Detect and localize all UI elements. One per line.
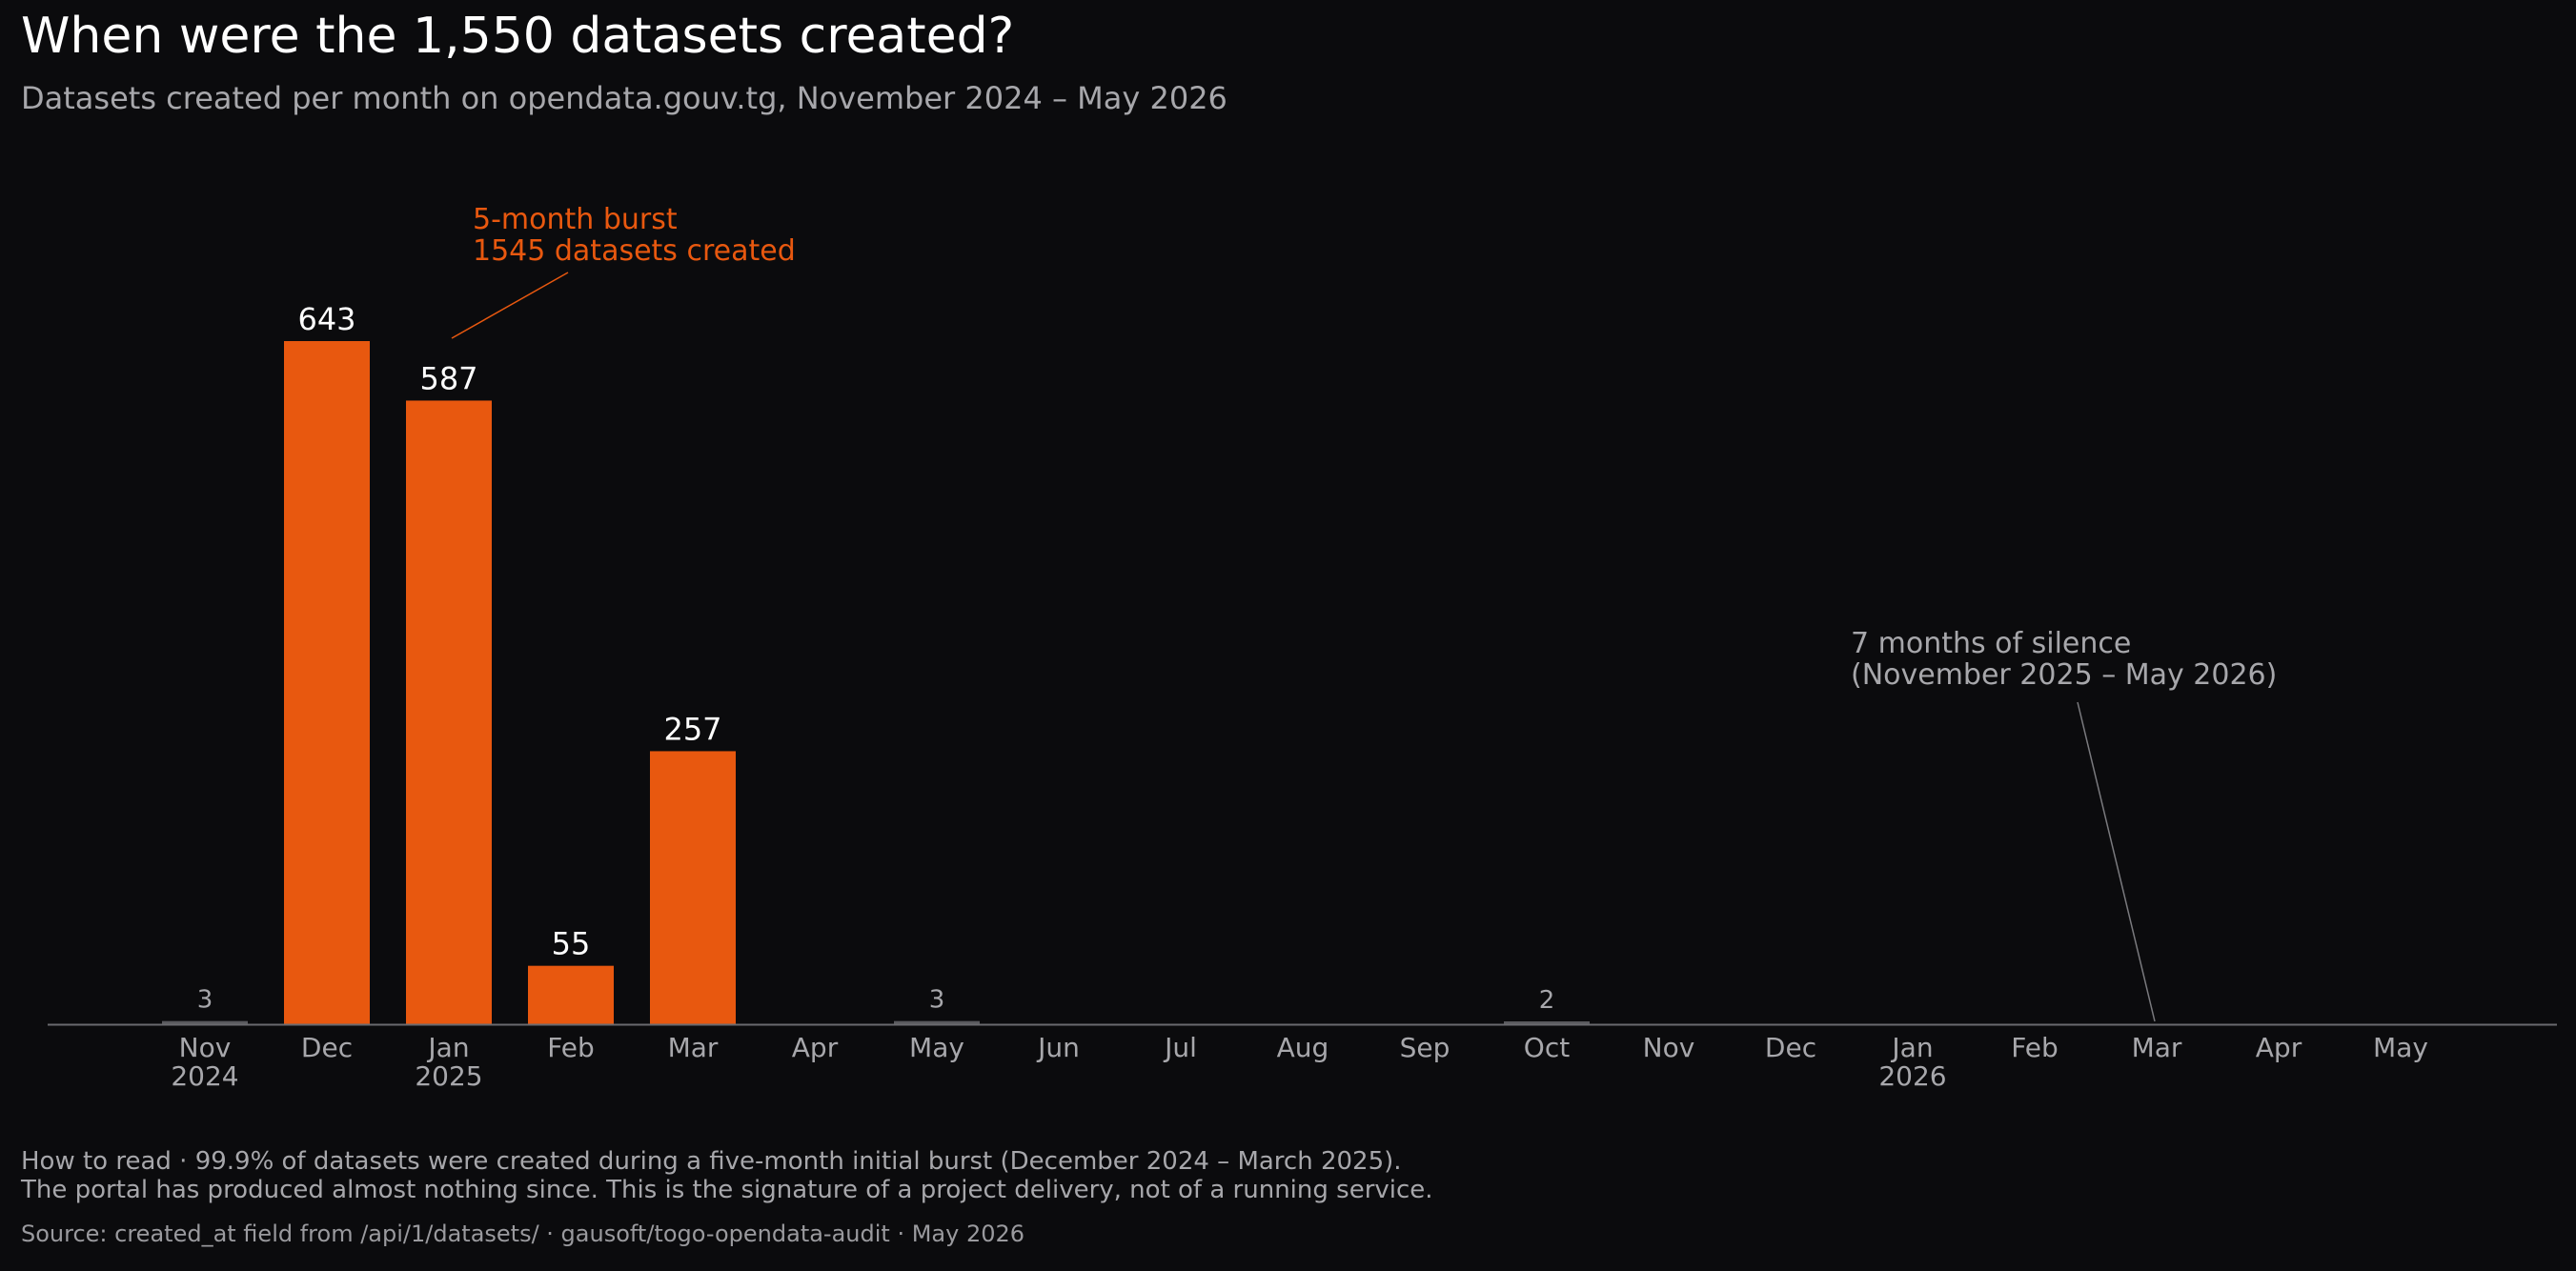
x-tick-label: Feb: [2011, 1032, 2059, 1063]
annotation-silence-text: (November 2025 – May 2026): [1851, 658, 2277, 692]
x-tick-label: Feb: [547, 1032, 595, 1063]
chart-title: When were the 1,550 datasets created?: [21, 8, 1015, 65]
how-to-read-line: How to read · 99.9% of datasets were cre…: [21, 1147, 1402, 1176]
chart-subtitle: Datasets created per month on opendata.g…: [21, 80, 1227, 116]
bar: [894, 1020, 980, 1024]
x-tick-label: Nov: [1643, 1032, 1695, 1063]
x-tick-label: Oct: [1524, 1032, 1570, 1063]
x-tick-label: Jan: [426, 1032, 469, 1063]
x-tick-label: Mar: [668, 1032, 719, 1063]
x-tick-label: 2026: [1878, 1060, 1946, 1092]
x-tick-label: 2024: [171, 1060, 238, 1092]
data-label: 2: [1539, 986, 1555, 1015]
bar: [284, 341, 370, 1024]
data-label: 257: [663, 711, 721, 747]
x-tick-label: Nov: [179, 1032, 232, 1063]
data-label: 587: [419, 360, 477, 396]
x-tick-label: Dec: [301, 1032, 353, 1063]
x-tick-label: Mar: [2132, 1032, 2182, 1063]
annotation-burst-line: [451, 272, 569, 339]
annotation-burst-text: 5-month burst: [473, 203, 678, 236]
x-tick-label: Sep: [1400, 1032, 1450, 1063]
bar: [650, 751, 736, 1024]
bar: [1504, 1021, 1590, 1024]
annotation-silence-line: [2077, 701, 2156, 1022]
data-label: 643: [297, 301, 355, 337]
x-tick-label: Dec: [1765, 1032, 1816, 1063]
how-to-read-line: The portal has produced almost nothing s…: [21, 1176, 1433, 1204]
x-tick-label: Aug: [1277, 1032, 1329, 1063]
bar: [406, 400, 492, 1024]
x-tick-label: Apr: [2256, 1032, 2302, 1063]
x-tick-label: May: [909, 1032, 964, 1063]
x-tick-label: Apr: [792, 1032, 839, 1063]
bar: [528, 965, 614, 1024]
bar: [162, 1020, 248, 1024]
x-tick-label: 2025: [415, 1060, 482, 1092]
how-to-read-note: How to read · 99.9% of datasets were cre…: [21, 1147, 1433, 1204]
data-label: 55: [552, 926, 591, 962]
annotation-burst-text: 1545 datasets created: [473, 234, 796, 268]
x-tick-label: Jun: [1036, 1032, 1080, 1063]
annotation-silence-text: 7 months of silence: [1851, 627, 2131, 660]
x-tick-label: Jan: [1890, 1032, 1933, 1063]
data-label: 3: [197, 986, 213, 1015]
x-tick-label: May: [2373, 1032, 2428, 1063]
x-tick-label: Jul: [1163, 1032, 1197, 1063]
data-label: 3: [929, 986, 945, 1015]
source-note: Source: created_at field from /api/1/dat…: [21, 1221, 1025, 1247]
